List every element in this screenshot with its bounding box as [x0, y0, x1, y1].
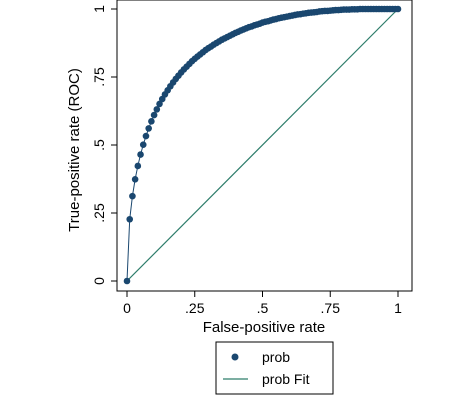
y-tick-label: 1 — [91, 5, 107, 13]
data-point-prob — [134, 162, 142, 170]
series-line-prob-fit — [126, 8, 399, 282]
data-point-prob — [148, 118, 155, 125]
data-point-prob — [131, 175, 139, 183]
x-tick-label: .75 — [321, 300, 341, 316]
y-tick-label: 0 — [91, 277, 107, 285]
x-axis: 0 .25 .5 .75 1 — [123, 291, 402, 316]
legend-label-prob-fit: prob Fit — [262, 371, 310, 387]
data-point-prob — [156, 100, 163, 108]
x-tick-label: 1 — [394, 300, 402, 316]
x-tick-label: .5 — [257, 300, 269, 316]
x-tick-label: 0 — [123, 300, 131, 316]
data-point-prob — [145, 125, 152, 132]
legend-label-prob: prob — [262, 349, 290, 365]
data-point-prob — [153, 106, 161, 113]
x-tick-label: .25 — [185, 300, 205, 316]
data-point-prob — [126, 215, 134, 223]
data-point-prob — [123, 277, 131, 285]
y-axis-title: True-positive rate (ROC) — [66, 68, 83, 232]
x-axis-title: False-positive rate — [203, 319, 326, 336]
legend-marker-prob — [231, 353, 239, 361]
y-tick-label: .75 — [91, 67, 107, 87]
data-point-prob — [142, 132, 150, 140]
y-axis: 0 .25 .5 .75 1 — [91, 5, 117, 285]
y-tick-label: .5 — [91, 139, 107, 151]
data-point-prob — [129, 192, 136, 200]
plot-layer — [123, 5, 402, 285]
legend: prob prob Fit — [215, 341, 334, 395]
legend-box — [215, 341, 334, 395]
data-point-prob — [139, 141, 147, 149]
data-point-prob — [137, 151, 144, 158]
data-point-prob — [150, 111, 158, 119]
data-point-prob — [394, 5, 402, 13]
y-tick-label: .25 — [91, 203, 107, 223]
